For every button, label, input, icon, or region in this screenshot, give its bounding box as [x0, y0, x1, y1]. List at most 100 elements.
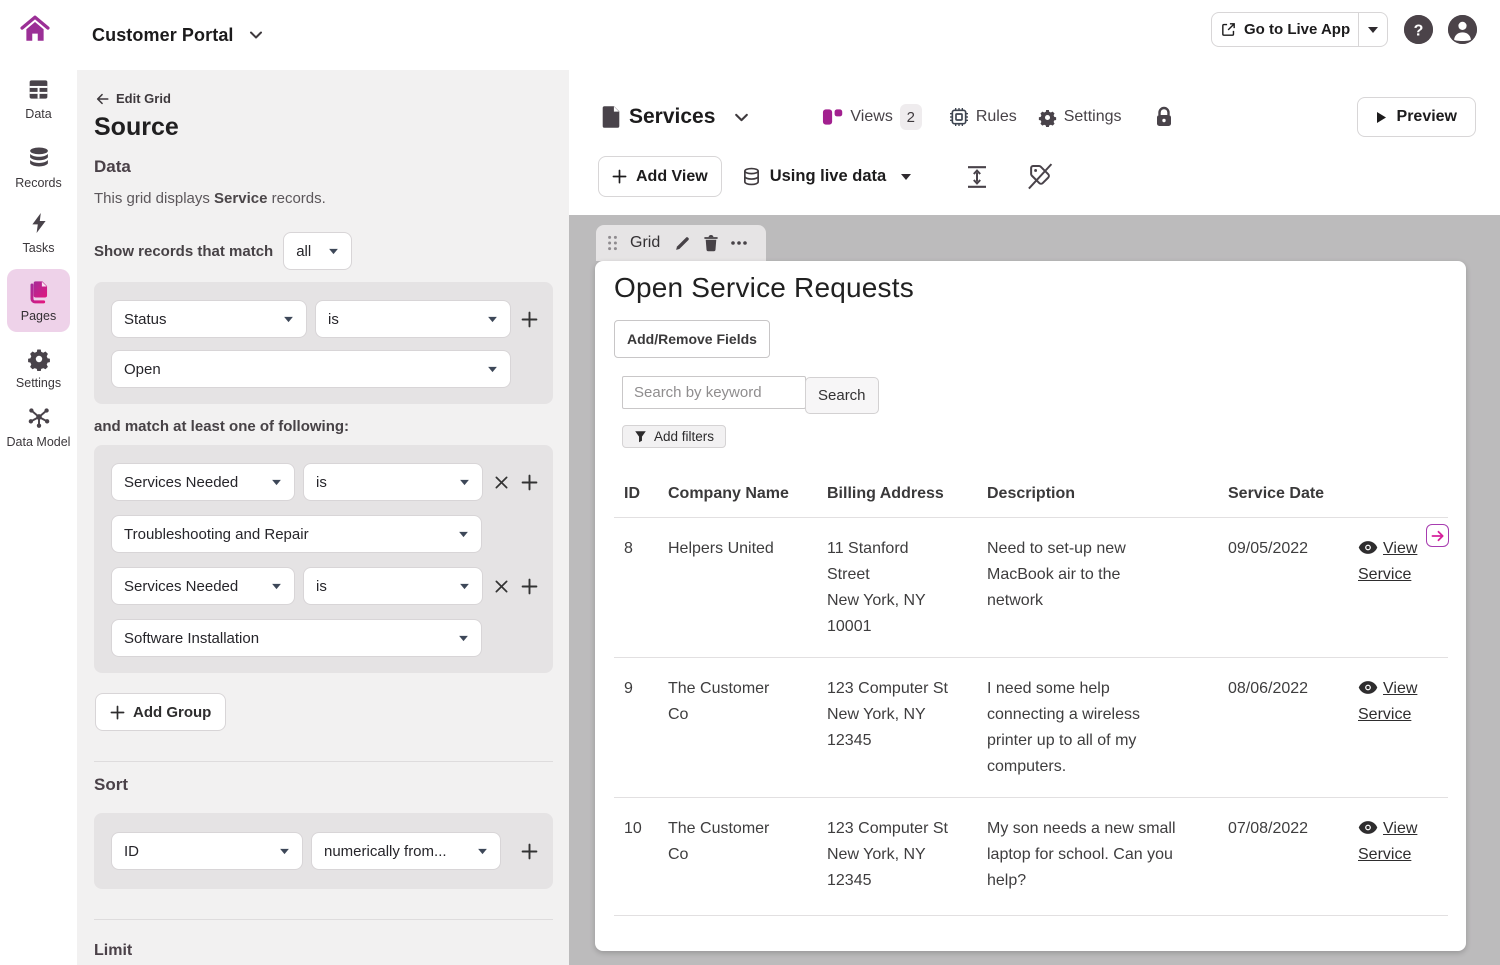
sidebar-item-pages[interactable]: Pages [7, 269, 70, 332]
tab-settings[interactable]: Settings [1038, 108, 1122, 127]
filter-field-select[interactable]: Services Needed [111, 567, 295, 605]
filter-field-select[interactable]: Status [111, 300, 307, 338]
live-data-label: Using live data [769, 167, 887, 185]
views-icon [823, 109, 843, 125]
remove-rule-button[interactable] [491, 576, 511, 596]
caret-down-icon [460, 583, 469, 589]
external-link-icon [1222, 23, 1235, 36]
filter-value-select[interactable]: Software Installation [111, 619, 482, 657]
chip-label: Grid [630, 234, 661, 251]
cell-id: 9 [624, 680, 633, 697]
view-service-link[interactable]: View Service [1358, 540, 1418, 583]
page-title: Services [629, 105, 716, 128]
tab-rules[interactable]: Rules [949, 107, 1017, 127]
sidebar-item-data-model[interactable]: Data Model [0, 404, 77, 449]
view-service-link[interactable]: View Service [1358, 820, 1418, 863]
page-canvas: Grid Open Service Requests Add/Remove Fi… [569, 215, 1500, 965]
live-data-dropdown[interactable]: Using live data [741, 166, 912, 187]
trash-icon[interactable] [703, 234, 719, 252]
cell-date: 09/05/2022 [1228, 540, 1309, 557]
add-view-button[interactable]: Add View [598, 156, 722, 197]
top-bar: Customer Portal Go to Live App ? [0, 0, 1500, 70]
search-input[interactable] [622, 376, 806, 409]
filter-group-1: Status is Open [94, 282, 553, 404]
database-icon [29, 147, 48, 167]
add-sort-button[interactable] [519, 841, 539, 861]
fit-height-button[interactable] [963, 163, 991, 191]
records-table: ID Company Name Billing Address Descript… [614, 470, 1448, 916]
lightning-icon [31, 213, 46, 233]
col-header-description[interactable]: Description [987, 484, 1076, 502]
add-rule-button[interactable] [519, 309, 539, 329]
cell-id: 8 [624, 540, 633, 557]
caret-down-icon [329, 248, 339, 254]
caret-down-icon [460, 479, 469, 485]
go-to-live-app-label: Go to Live App [1244, 21, 1351, 38]
filter-operator-select[interactable]: is [303, 567, 483, 605]
col-header-date[interactable]: Service Date [1228, 484, 1325, 502]
cell-company: The Customer Co [668, 820, 770, 863]
caret-down-icon [280, 848, 289, 854]
col-header-company[interactable]: Company Name [668, 484, 789, 502]
chevron-down-icon[interactable] [733, 109, 750, 126]
match-select[interactable]: all [283, 232, 353, 270]
sort-order-select[interactable]: numerically from... [311, 832, 501, 870]
ellipsis-icon[interactable] [731, 241, 748, 245]
sidebar-label-settings: Settings [15, 376, 62, 390]
col-header-id[interactable]: ID [624, 484, 640, 502]
grid-view-chip[interactable]: Grid [596, 225, 766, 261]
tag-slash-icon [1027, 163, 1052, 190]
filter-value-select[interactable]: Open [111, 350, 511, 388]
pages-icon [30, 281, 48, 304]
or-match-label: and match at least one of following: [94, 418, 350, 435]
filter-field-select[interactable]: Services Needed [111, 463, 295, 501]
cell-date: 08/06/2022 [1228, 680, 1309, 697]
sidebar-label-data: Data [25, 107, 52, 121]
pencil-icon[interactable] [674, 235, 691, 252]
filter-value-select[interactable]: Troubleshooting and Repair [111, 515, 482, 553]
app-name[interactable]: Customer Portal [92, 24, 234, 45]
add-rule-button[interactable] [519, 472, 539, 492]
filter-group-2: Services Needed is Troubleshooting and R… [94, 445, 553, 673]
add-rule-button[interactable] [519, 576, 539, 596]
go-to-live-app-button[interactable]: Go to Live App [1211, 12, 1389, 47]
sidebar-item-records[interactable]: Records [0, 145, 77, 190]
view-service-link[interactable]: View Service [1358, 680, 1418, 723]
question-icon: ? [1404, 15, 1433, 44]
add-remove-fields-button[interactable]: Add/Remove Fields [614, 320, 770, 358]
sort-field-select[interactable]: ID [111, 832, 303, 870]
open-record-arrow-button[interactable] [1426, 524, 1449, 547]
chevron-down-icon[interactable] [248, 27, 264, 43]
sidebar-label-pages: Pages [20, 309, 57, 323]
add-group-button[interactable]: Add Group [95, 693, 227, 731]
col-header-billing[interactable]: Billing Address [827, 484, 944, 502]
cell-id: 10 [624, 820, 642, 837]
plus-icon [521, 311, 537, 327]
hide-labels-button[interactable] [1026, 163, 1054, 191]
sort-section-heading: Sort [94, 775, 128, 794]
close-icon [495, 580, 507, 592]
go-live-dropdown-caret[interactable] [1359, 13, 1387, 46]
filter-operator-select[interactable]: is [303, 463, 483, 501]
filter-operator-select[interactable]: is [315, 300, 511, 338]
edit-grid-back-link[interactable]: Edit Grid [95, 91, 171, 106]
help-button[interactable]: ? [1404, 15, 1433, 44]
avatar[interactable] [1448, 15, 1477, 44]
add-filters-button[interactable]: Add filters [622, 425, 727, 448]
sidebar-item-data[interactable]: Data [0, 77, 77, 121]
sidebar-item-tasks[interactable]: Tasks [0, 210, 77, 255]
search-button[interactable]: Search [805, 377, 879, 414]
remove-rule-button[interactable] [491, 472, 511, 492]
divider [94, 919, 553, 920]
sidebar-label-records: Records [15, 176, 62, 190]
drag-handle-icon[interactable] [607, 235, 618, 251]
home-button[interactable] [19, 13, 51, 45]
plus-icon [612, 169, 627, 184]
limit-section-heading: Limit [94, 942, 133, 959]
preview-button[interactable]: Preview [1356, 97, 1476, 137]
sidebar-item-settings[interactable]: Settings [0, 347, 77, 390]
cell-address: 11 Stanford Street New York, NY 10001 [827, 540, 926, 635]
page-icon [602, 106, 620, 128]
tab-rules-label: Rules [975, 108, 1017, 125]
tab-views[interactable]: Views 2 [822, 104, 922, 130]
